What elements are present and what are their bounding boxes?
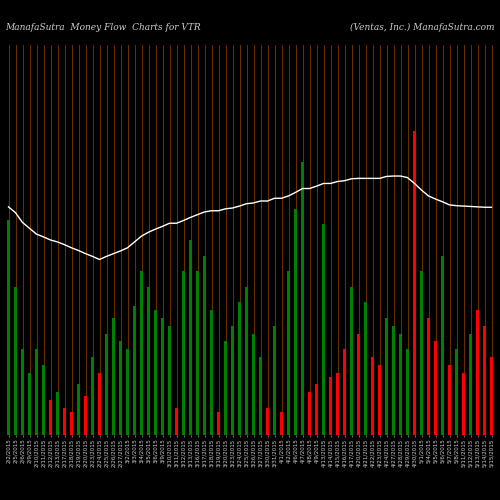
Bar [70,412,73,435]
Bar [406,349,409,435]
Bar [364,302,368,435]
Bar [48,400,52,435]
Bar [490,357,494,435]
Bar [104,334,108,435]
Bar [398,334,402,435]
Bar [476,310,480,435]
Bar [182,271,186,435]
Bar [482,326,486,435]
Bar [6,220,10,435]
Bar [322,224,326,435]
Bar [216,412,220,435]
Bar [196,271,200,435]
Bar [188,240,192,435]
Bar [280,412,283,435]
Bar [426,318,430,435]
Bar [412,131,416,435]
Bar [76,384,80,435]
Bar [244,287,248,435]
Bar [42,365,46,435]
Bar [252,334,256,435]
Bar [328,376,332,435]
Bar [434,342,438,435]
Bar [462,372,466,435]
Bar [118,342,122,435]
Bar [356,334,360,435]
Bar [140,271,143,435]
Bar [272,326,276,435]
Bar [14,287,18,435]
Bar [126,349,130,435]
Bar [392,326,396,435]
Bar [314,384,318,435]
Bar [224,342,228,435]
Bar [132,306,136,435]
Bar [454,349,458,435]
Bar [238,302,242,435]
Bar [266,408,270,435]
Bar [378,365,382,435]
Bar [420,271,424,435]
Text: (Ventas, Inc.) ManafaSutra.com: (Ventas, Inc.) ManafaSutra.com [350,22,495,32]
Bar [230,326,234,435]
Bar [202,256,206,435]
Bar [20,349,24,435]
Bar [258,357,262,435]
Bar [168,326,172,435]
Bar [286,271,290,435]
Bar [210,310,214,435]
Bar [294,209,298,435]
Bar [174,408,178,435]
Bar [336,372,340,435]
Bar [342,349,346,435]
Bar [98,372,102,435]
Bar [34,349,38,435]
Bar [468,334,472,435]
Bar [448,365,452,435]
Bar [56,392,60,435]
Text: ManafaSutra  Money Flow  Charts for VTR: ManafaSutra Money Flow Charts for VTR [5,22,200,32]
Bar [28,372,32,435]
Bar [112,318,116,435]
Bar [84,396,87,435]
Bar [300,162,304,435]
Bar [350,287,354,435]
Bar [160,318,164,435]
Bar [384,318,388,435]
Bar [90,357,94,435]
Bar [308,392,312,435]
Bar [146,287,150,435]
Bar [370,357,374,435]
Bar [62,408,66,435]
Bar [440,256,444,435]
Bar [154,310,158,435]
